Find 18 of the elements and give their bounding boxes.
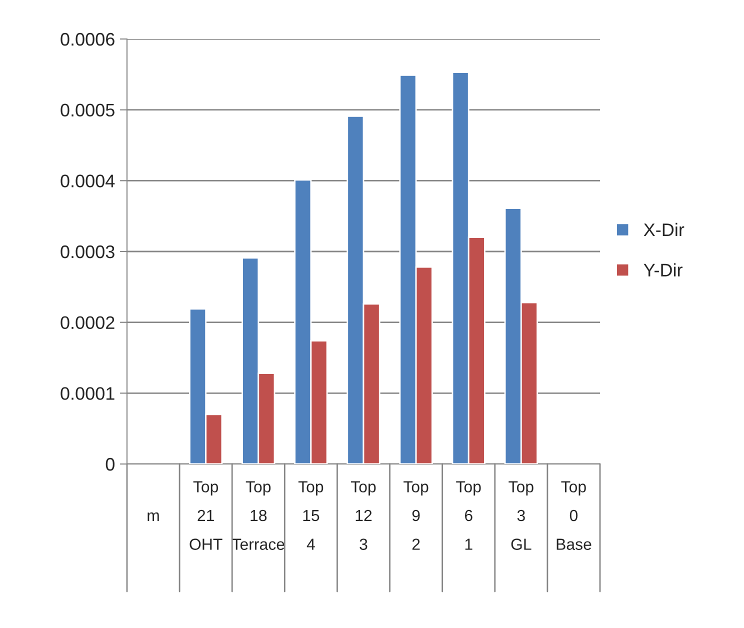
y-tick-label: 0.0003	[60, 245, 114, 258]
x-tick-label: Top 15 4	[298, 481, 324, 550]
y-tick-label: 0.0006	[60, 32, 114, 46]
legend-label: Y-Dir	[644, 263, 683, 276]
x-tick-label: Top 18 Terrace	[232, 481, 284, 550]
x-tick-label: m	[148, 512, 159, 522]
y-tick-label: 0.0004	[60, 174, 115, 188]
x-tick-label: Top 21 OHT	[190, 481, 222, 550]
y-tick-label: 0.0001	[60, 387, 114, 400]
legend-label: X-Dir	[644, 222, 684, 236]
y-tick-label: 0.0002	[60, 316, 114, 330]
y-tick-label: 0	[106, 458, 114, 471]
x-tick-label: Top 12 3	[350, 481, 376, 550]
x-tick-label: Top 9 2	[404, 481, 428, 550]
x-tick-label: Top 6 1	[456, 481, 481, 550]
x-tick-label: Top 3 GL	[508, 481, 534, 550]
y-tick-label: 0.0005	[60, 104, 114, 117]
x-tick-label: Top 0 Base	[556, 481, 592, 550]
